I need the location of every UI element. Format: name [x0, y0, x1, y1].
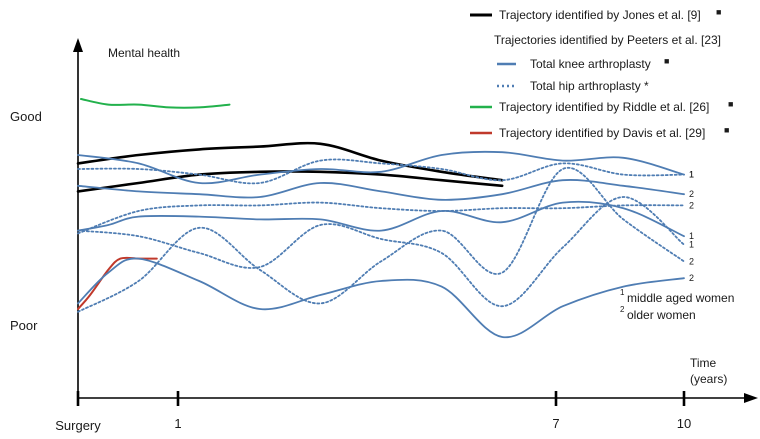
series-line-jones-1: [76, 170, 504, 193]
series-line-knee-5: [77, 179, 685, 201]
x-axis-label-unit: (years): [690, 372, 727, 386]
series-end-label-10: 1: [689, 240, 694, 250]
series-line-hip-10: [77, 196, 685, 308]
footnotes: 1 middle aged women 2 older women: [620, 288, 734, 322]
series-line-knee-4: [77, 150, 685, 185]
x-tick-label-7: 7: [552, 416, 559, 431]
series-layer: [76, 98, 685, 338]
series-end-label-11: 2: [689, 256, 694, 266]
series-line-riddle-2: [80, 98, 231, 109]
footnote-2-text: older women: [627, 308, 696, 322]
legend-marker-davis: ■: [724, 125, 729, 135]
series-line-knee-7: [77, 257, 685, 338]
series-end-label-8: 1: [689, 170, 694, 180]
series-end-label-9: 2: [689, 200, 694, 210]
x-tick-label-1: 1: [174, 416, 181, 431]
legend: Trajectory identified by Jones et al. [9…: [470, 7, 733, 140]
footnote-1-sup: 1: [620, 288, 625, 297]
series-line-jones-0: [76, 141, 504, 182]
x-axis-arrow: [744, 393, 758, 403]
legend-header-peeters: Trajectories identified by Peeters et al…: [494, 33, 721, 47]
footnote-2-sup: 2: [620, 305, 625, 314]
legend-label-knee: Total knee arthroplasty: [530, 57, 651, 71]
x-ticks: Surgery 1 7 10: [55, 391, 691, 433]
series-end-label-7: 2: [689, 273, 694, 283]
series-end-label-5: 2: [689, 189, 694, 199]
legend-label-jones: Trajectory identified by Jones et al. [9…: [499, 8, 701, 22]
y-axis-label: Mental health: [108, 46, 180, 60]
legend-marker-knee: ■: [664, 56, 669, 66]
legend-marker-jones: ■: [716, 7, 721, 17]
series-end-label-6: 1: [689, 231, 694, 241]
y-level-poor: Poor: [10, 318, 38, 333]
series-line-hip-9: [77, 201, 685, 235]
series-line-hip-11: [77, 166, 685, 313]
legend-label-hip: Total hip arthroplasty *: [530, 79, 649, 93]
legend-marker-riddle: ■: [728, 99, 733, 109]
legend-label-davis: Trajectory identified by Davis et al. [2…: [499, 126, 705, 140]
x-tick-label-surgery: Surgery: [55, 418, 101, 433]
legend-label-riddle: Trajectory identified by Riddle et al. […: [499, 100, 709, 114]
x-tick-label-10: 10: [677, 416, 691, 431]
series-end-label-4: 1: [689, 170, 694, 180]
series-line-hip-8: [77, 158, 685, 185]
x-axis-label-time: Time: [690, 356, 717, 370]
y-axis-arrow: [73, 38, 83, 52]
footnote-1-text: middle aged women: [627, 291, 734, 305]
y-level-good: Good: [10, 109, 42, 124]
series-line-knee-6: [77, 200, 685, 238]
